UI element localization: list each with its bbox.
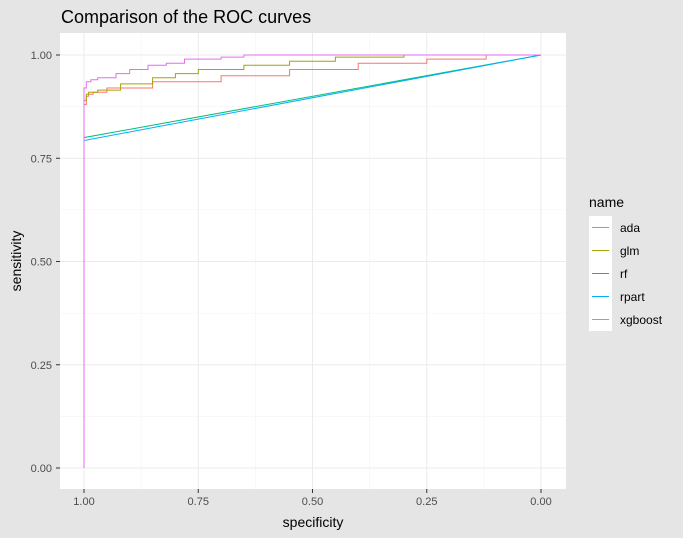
series-line-xgboost (83, 54, 541, 468)
legend: name ada glm rf rpart xgboost (589, 194, 663, 331)
y-tick-label: 0.75 (31, 153, 52, 165)
series-lines (83, 54, 542, 468)
x-tick-label: 0.75 (188, 496, 209, 508)
legend-title: name (589, 194, 624, 210)
legend-label-ada: ada (620, 221, 640, 235)
legend-label-xgboost: xgboost (620, 313, 663, 327)
legend-label-rpart: rpart (620, 290, 645, 304)
x-tick-label: 0.50 (302, 496, 323, 508)
y-tick-label: 0.00 (31, 463, 52, 475)
y-tick-label: 0.25 (31, 360, 52, 372)
x-tick-label: 1.00 (73, 496, 94, 508)
series-line-glm (83, 54, 541, 468)
chart-title: Comparison of the ROC curves (61, 7, 311, 27)
legend-label-glm: glm (620, 244, 639, 258)
y-tick-label: 0.50 (31, 257, 52, 269)
x-axis-title: specificity (283, 514, 344, 530)
x-tick-label: 0.00 (530, 496, 551, 508)
y-tick-label: 1.00 (31, 50, 52, 62)
x-axis-ticks: 1.00 0.75 0.50 0.25 0.00 (73, 489, 552, 508)
legend-label-rf: rf (620, 267, 628, 281)
x-tick-label: 0.25 (416, 496, 437, 508)
y-axis-title: sensitivity (8, 231, 24, 292)
y-axis-ticks: 0.00 0.25 0.50 0.75 1.00 (31, 50, 60, 475)
